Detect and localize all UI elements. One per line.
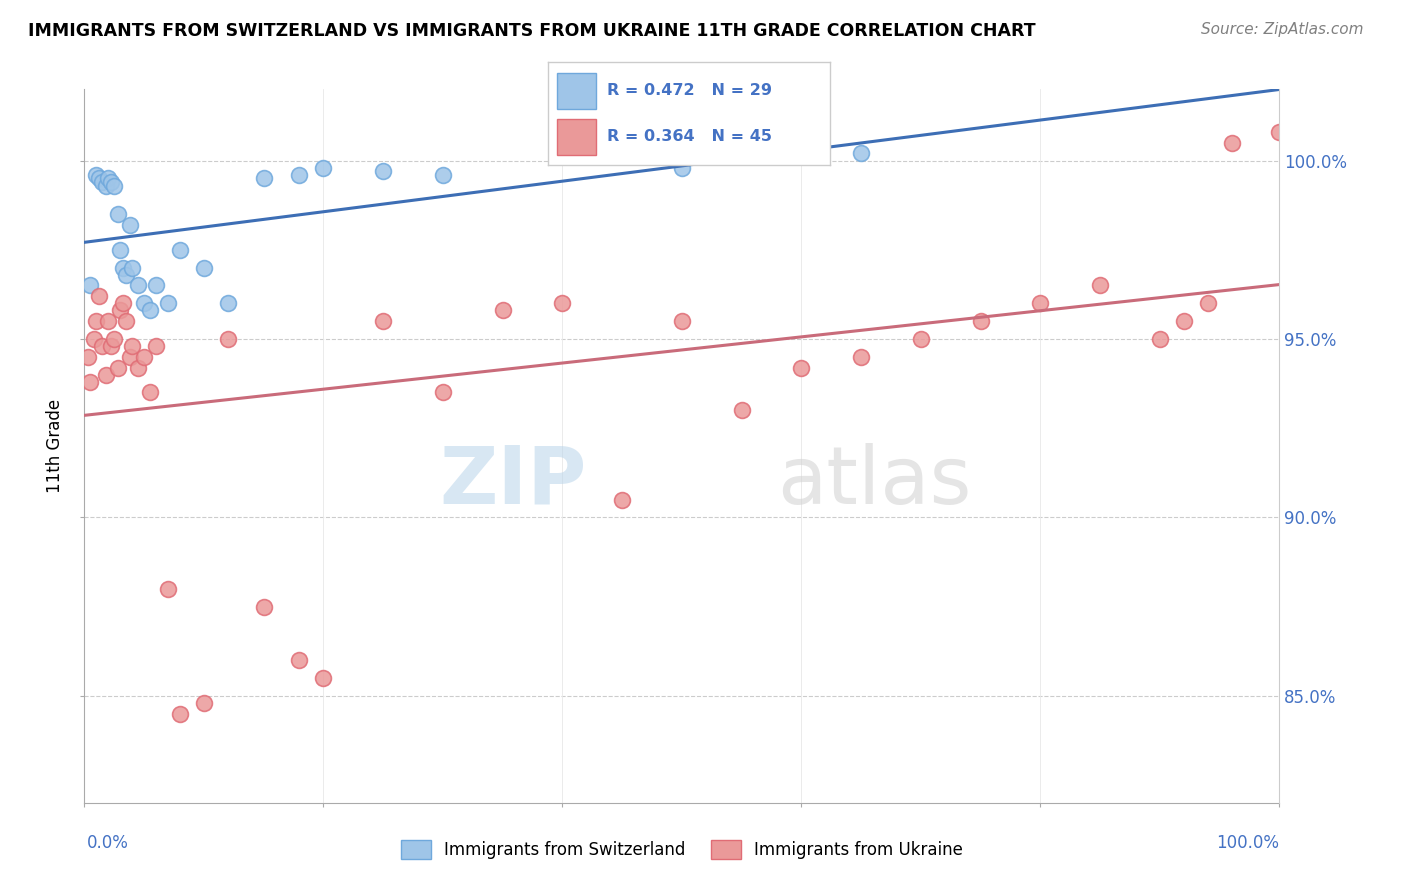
Point: [103, 178, 125, 193]
Point: [107, 360, 129, 375]
Point: [312, 671, 335, 685]
Point: [312, 161, 335, 175]
Point: [139, 303, 162, 318]
Point: [87, 171, 110, 186]
Point: [1197, 296, 1219, 310]
Point: [91, 175, 114, 189]
Point: [121, 339, 143, 353]
Text: ZIP: ZIP: [439, 442, 586, 521]
Point: [217, 296, 239, 310]
Point: [110, 303, 132, 318]
Point: [1029, 296, 1052, 310]
Point: [288, 653, 311, 667]
Point: [492, 303, 515, 318]
Text: atlas: atlas: [778, 442, 972, 521]
Point: [100, 339, 122, 353]
Point: [1149, 332, 1171, 346]
Point: [107, 207, 129, 221]
Point: [217, 332, 239, 346]
Point: [671, 314, 693, 328]
Point: [551, 296, 574, 310]
Point: [100, 175, 122, 189]
Point: [111, 260, 134, 275]
Point: [371, 314, 394, 328]
Text: 0.0%: 0.0%: [87, 834, 129, 852]
Text: 100.0%: 100.0%: [1216, 834, 1279, 852]
Point: [253, 171, 276, 186]
Point: [94, 178, 117, 193]
Point: [145, 278, 167, 293]
Point: [1173, 314, 1195, 328]
Point: [86, 168, 108, 182]
Point: [77, 350, 100, 364]
Text: R = 0.472   N = 29: R = 0.472 N = 29: [607, 83, 772, 98]
Point: [121, 260, 143, 275]
Point: [79, 375, 101, 389]
Bar: [557, 73, 596, 109]
Legend: Immigrants from Switzerland, Immigrants from Ukraine: Immigrants from Switzerland, Immigrants …: [394, 834, 970, 866]
Point: [1268, 125, 1291, 139]
Point: [371, 164, 394, 178]
Point: [118, 218, 141, 232]
Point: [79, 278, 101, 293]
Point: [790, 360, 813, 375]
Bar: [557, 119, 596, 155]
Text: R = 0.364   N = 45: R = 0.364 N = 45: [607, 129, 772, 145]
Point: [970, 314, 993, 328]
Point: [910, 332, 932, 346]
Point: [610, 492, 633, 507]
Point: [118, 350, 141, 364]
Point: [97, 171, 120, 186]
Point: [193, 696, 215, 710]
Point: [110, 243, 132, 257]
Point: [193, 260, 215, 275]
Point: [1088, 278, 1111, 293]
Point: [91, 339, 114, 353]
Point: [157, 296, 180, 310]
Point: [731, 403, 754, 417]
Point: [127, 278, 149, 293]
Point: [849, 350, 872, 364]
Y-axis label: 11th Grade: 11th Grade: [46, 399, 65, 493]
Text: Source: ZipAtlas.com: Source: ZipAtlas.com: [1201, 22, 1364, 37]
Point: [849, 146, 872, 161]
Point: [83, 332, 105, 346]
Point: [94, 368, 117, 382]
Point: [103, 332, 125, 346]
Point: [115, 314, 138, 328]
Point: [253, 599, 276, 614]
Point: [169, 706, 191, 721]
Point: [132, 296, 156, 310]
Point: [86, 314, 108, 328]
Point: [157, 582, 180, 596]
Point: [111, 296, 134, 310]
Point: [139, 385, 162, 400]
Point: [288, 168, 311, 182]
Point: [1220, 136, 1243, 150]
Point: [671, 161, 693, 175]
Point: [145, 339, 167, 353]
Point: [432, 168, 454, 182]
Text: IMMIGRANTS FROM SWITZERLAND VS IMMIGRANTS FROM UKRAINE 11TH GRADE CORRELATION CH: IMMIGRANTS FROM SWITZERLAND VS IMMIGRANT…: [28, 22, 1036, 40]
Point: [97, 314, 120, 328]
Point: [432, 385, 454, 400]
Point: [169, 243, 191, 257]
Point: [127, 360, 149, 375]
Point: [87, 289, 110, 303]
Point: [115, 268, 138, 282]
Point: [132, 350, 156, 364]
